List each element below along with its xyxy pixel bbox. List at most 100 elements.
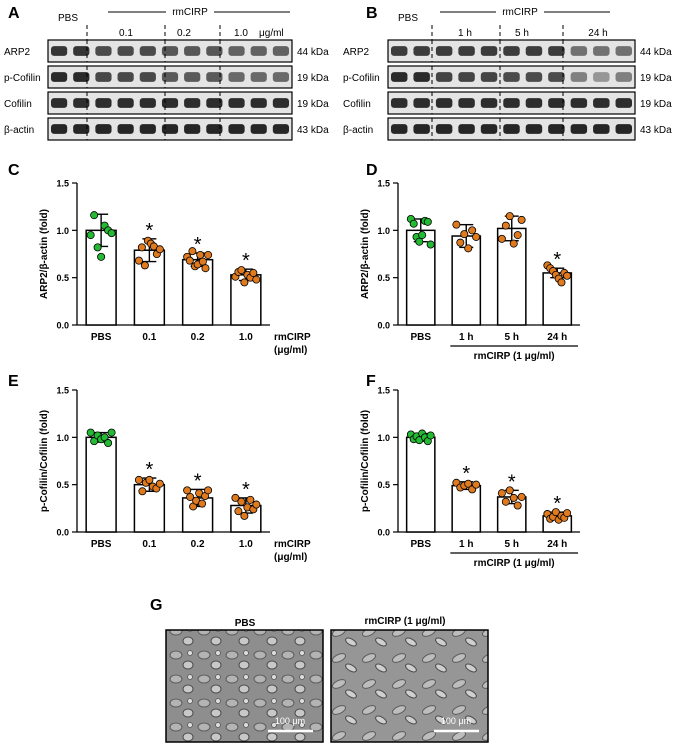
x-tick-label: 5 h xyxy=(505,539,519,550)
significance-marker: * xyxy=(194,234,202,256)
blot-band xyxy=(272,46,289,56)
protein-label: ARP2 xyxy=(4,47,31,58)
data-point xyxy=(505,486,514,495)
blot-band xyxy=(139,72,156,82)
blot-band xyxy=(95,72,112,82)
data-point xyxy=(517,215,526,224)
micrograph-rmcirp xyxy=(330,629,489,743)
blot-band xyxy=(228,46,245,56)
significance-marker: * xyxy=(145,459,153,481)
data-point xyxy=(155,479,164,488)
blot-band xyxy=(51,124,68,134)
x-tick-label: 5 h xyxy=(505,332,519,343)
x-axis-unit: (μg/ml) xyxy=(274,345,307,356)
blot-band xyxy=(548,46,565,56)
blot-band xyxy=(250,72,267,82)
data-point xyxy=(505,212,514,221)
kda-label: 19 kDa xyxy=(640,99,672,110)
blot-band xyxy=(161,46,179,56)
significance-marker: * xyxy=(462,463,470,485)
x-tick-label: PBS xyxy=(410,332,431,343)
y-tick-label: 1.0 xyxy=(56,226,69,236)
blot-band xyxy=(458,72,475,82)
data-point xyxy=(134,256,143,265)
data-point xyxy=(460,230,469,239)
data-point xyxy=(183,486,192,495)
blot-band xyxy=(480,72,498,82)
y-tick-label: 1.0 xyxy=(377,226,390,236)
blot-band xyxy=(95,124,112,134)
protein-label: β-actin xyxy=(4,125,34,136)
blot-band xyxy=(117,46,134,56)
data-point xyxy=(186,492,195,501)
data-point xyxy=(472,480,481,489)
data-point xyxy=(196,250,205,259)
data-point xyxy=(409,219,418,228)
blot-band xyxy=(503,46,520,56)
y-tick-label: 1.5 xyxy=(56,179,69,189)
blot-band xyxy=(570,98,588,108)
kda-label: 19 kDa xyxy=(640,73,672,84)
blot-band xyxy=(250,46,267,56)
blot-group-label: PBS xyxy=(58,13,78,24)
blot-band xyxy=(435,124,453,134)
x-tick-label: 0.2 xyxy=(191,539,205,550)
y-tick-label: 0.0 xyxy=(56,528,69,538)
data-point xyxy=(90,211,99,220)
y-tick-label: 1.5 xyxy=(56,386,69,396)
bar-chart-e: E 0.0 0.5 1.0 1.5 p-Cofilin/Cofilin (fold) PBS… xyxy=(8,373,311,563)
data-point xyxy=(104,439,113,448)
x-tick-label: 1.0 xyxy=(239,539,253,550)
bar xyxy=(405,436,436,533)
data-point xyxy=(509,493,518,502)
significance-marker: * xyxy=(145,220,153,242)
data-point xyxy=(107,229,116,238)
blot-band xyxy=(458,98,475,108)
blot-band xyxy=(228,98,245,108)
significance-marker: * xyxy=(242,479,250,501)
significance-marker: * xyxy=(508,471,516,493)
blot-band xyxy=(51,72,68,82)
panel-letter-b: B xyxy=(366,5,378,22)
data-point xyxy=(415,237,424,246)
blot-band xyxy=(117,124,134,134)
data-point xyxy=(100,433,109,442)
blot-band xyxy=(615,72,632,82)
kda-label: 43 kDa xyxy=(297,125,329,136)
data-point xyxy=(423,217,432,226)
blot-band xyxy=(161,124,179,134)
blot-band xyxy=(593,98,610,108)
x-tick-label: 1 h xyxy=(459,539,473,550)
data-point xyxy=(240,511,249,520)
blot-band xyxy=(413,46,430,56)
data-point xyxy=(231,493,240,502)
protein-label: Cofilin xyxy=(4,99,32,110)
data-point xyxy=(563,271,572,280)
blot-band xyxy=(525,46,543,56)
blot-band xyxy=(435,46,453,56)
panel-letter: D xyxy=(366,162,378,179)
blot-band xyxy=(525,98,543,108)
scale-bar-label-left: 100 μm xyxy=(275,716,305,726)
scale-bar-label-right: 100 μm xyxy=(441,716,471,726)
x-axis-unit: (μg/ml) xyxy=(274,552,307,563)
data-point xyxy=(501,497,510,506)
x-tick-label: 1 h xyxy=(459,332,473,343)
blot-band xyxy=(503,98,520,108)
significance-marker: * xyxy=(553,249,561,271)
x-tick-label: 0.1 xyxy=(142,539,156,550)
blot-band xyxy=(413,98,430,108)
blot-band xyxy=(548,124,565,134)
data-point xyxy=(418,231,427,240)
data-point xyxy=(452,220,461,229)
kda-label: 43 kDa xyxy=(640,125,672,136)
data-point xyxy=(198,499,207,508)
blot-band xyxy=(570,124,588,134)
blot-band xyxy=(593,124,610,134)
blot-band xyxy=(413,124,430,134)
data-point xyxy=(140,261,149,270)
kda-label: 19 kDa xyxy=(297,99,329,110)
significance-marker: * xyxy=(553,493,561,515)
y-tick-label: 0.5 xyxy=(377,273,390,283)
bar-chart-c: C 0.0 0.5 1.0 1.5 ARP2/β-actin (fold) PBS * 0.1 *… xyxy=(8,162,311,356)
